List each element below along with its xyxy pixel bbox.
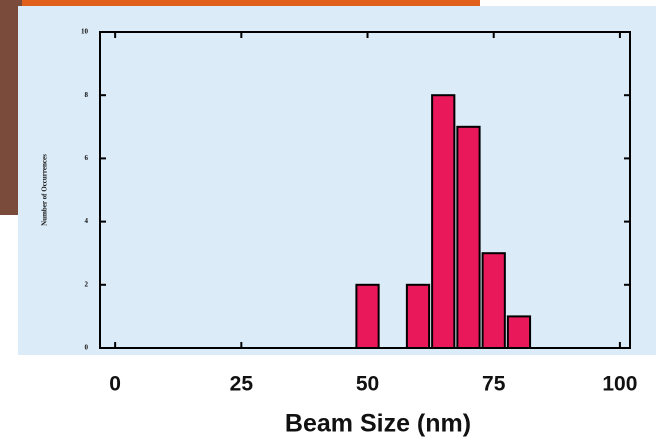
- bar: [456, 125, 481, 349]
- y-axis-title: Number of Occurrences: [41, 154, 49, 226]
- panel: [18, 6, 656, 355]
- y-tick-label: 10: [81, 28, 89, 36]
- bar: [355, 283, 380, 349]
- y-tick-label: 0: [85, 344, 89, 352]
- bar: [506, 315, 532, 349]
- photo-fragment: [0, 0, 22, 215]
- y-tick-label: 8: [85, 91, 89, 99]
- x-axis-title: Beam Size (nm): [285, 410, 471, 438]
- bar: [405, 283, 431, 349]
- x-tick-label: 75: [482, 373, 506, 396]
- x-tick-label: 100: [602, 373, 637, 396]
- x-tick-label: 25: [230, 373, 254, 396]
- x-tick-label: 0: [109, 373, 121, 396]
- photo-border: [0, 0, 480, 6]
- bar: [481, 252, 506, 349]
- y-tick-label: 2: [85, 280, 89, 288]
- bar: [431, 94, 456, 349]
- x-tick-label: 50: [356, 373, 379, 396]
- y-tick-label: 6: [85, 154, 89, 162]
- y-tick-label: 4: [85, 217, 89, 225]
